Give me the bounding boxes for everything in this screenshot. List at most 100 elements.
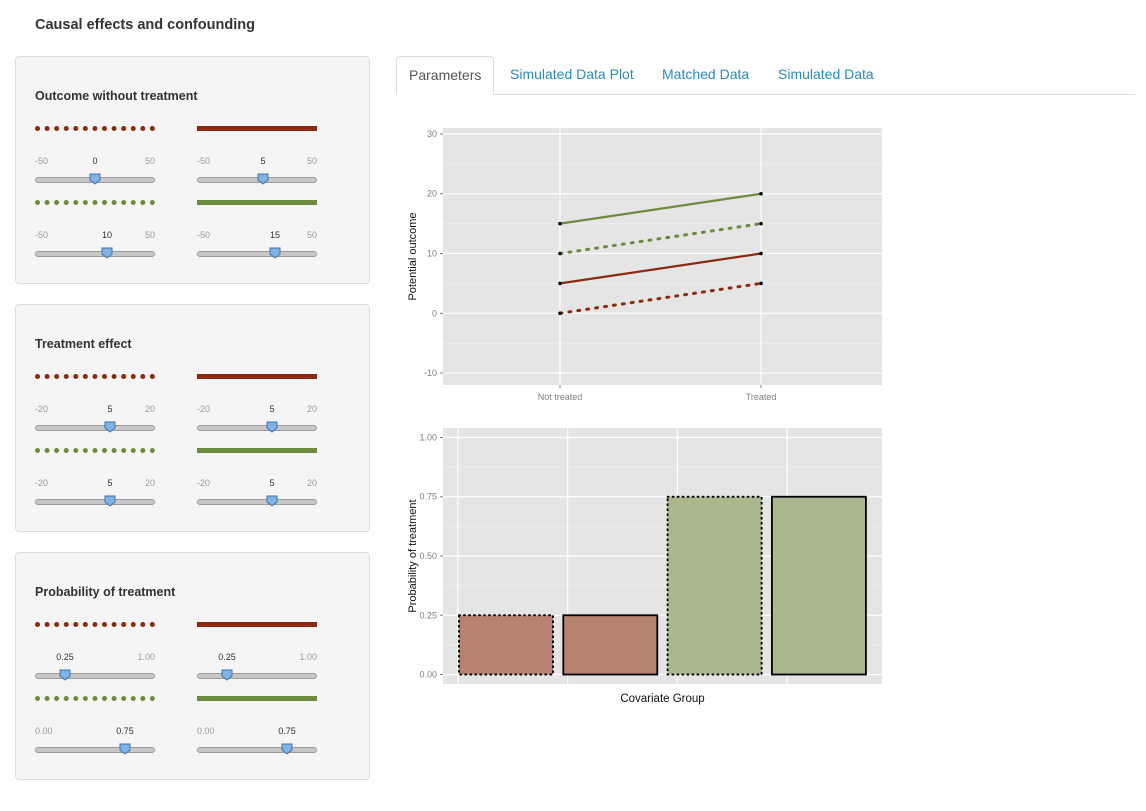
slider-handle-icon[interactable] (104, 494, 116, 507)
slider-handle-icon[interactable] (266, 420, 278, 433)
panel-outcome-without-treatment: Outcome without treatment -50 50 0 -50 5… (15, 56, 370, 284)
slider-value-label: 5 (269, 404, 275, 414)
slider-value-label: 5 (260, 156, 266, 166)
slider-handle-icon[interactable] (101, 246, 113, 259)
legend-green-solid (197, 200, 317, 205)
slider-min-label: -50 (197, 156, 211, 166)
slider-value-label: 0.75 (278, 726, 296, 736)
plot-background (443, 128, 882, 385)
slider-handle-icon[interactable] (221, 668, 233, 681)
data-point (558, 251, 562, 256)
slider-track[interactable] (35, 425, 155, 431)
slider-prob-red-dotted[interactable]: 1.00 0.25 (35, 652, 155, 682)
slider-track[interactable] (197, 177, 317, 183)
slider-max-label: 20 (306, 404, 317, 414)
y-axis-label: Probability of treatment (407, 499, 419, 612)
slider-max-label: 20 (144, 404, 155, 414)
slider-handle-icon[interactable] (59, 668, 71, 681)
slider-value-label: 5 (107, 404, 113, 414)
y-tick-label: 1.00 (419, 432, 437, 442)
slider-outcome-green-dotted[interactable]: -50 50 10 (35, 230, 155, 260)
bar-2 (666, 495, 763, 676)
panel-title: Outcome without treatment (35, 89, 198, 103)
y-tick-label: 30 (427, 129, 437, 139)
legend-green-dotted (35, 200, 155, 205)
slider-outcome-green-solid[interactable]: -50 50 15 (197, 230, 317, 260)
slider-effect-green-dotted[interactable]: -20 20 5 (35, 478, 155, 508)
slider-handle-icon[interactable] (104, 420, 116, 433)
tab-bar: Parameters Simulated Data Plot Matched D… (396, 56, 1135, 95)
slider-value-label: 0.25 (218, 652, 236, 662)
slider-value-label: 5 (107, 478, 113, 488)
slider-value-label: 0.25 (56, 652, 74, 662)
panel-title: Probability of treatment (35, 585, 176, 599)
slider-max-label: 1.00 (137, 652, 155, 662)
slider-handle-icon[interactable] (269, 246, 281, 259)
slider-value-label: 15 (269, 230, 281, 240)
legend-red-dotted (35, 126, 155, 131)
slider-min-label: -20 (197, 404, 211, 414)
slider-value-label: 5 (269, 478, 275, 488)
slider-track[interactable] (197, 499, 317, 505)
x-tick-label: Treated (746, 392, 777, 402)
tab-matched-data[interactable]: Matched Data (662, 66, 750, 82)
data-point (558, 221, 562, 226)
series-line-1 (558, 222, 763, 256)
slider-handle-icon[interactable] (266, 494, 278, 507)
slider-track[interactable] (197, 425, 317, 431)
legend-red-solid (197, 126, 317, 131)
slider-track[interactable] (197, 251, 317, 257)
data-point (759, 191, 763, 196)
slider-max-label: 20 (306, 478, 317, 488)
x-axis-label: Covariate Group (620, 693, 704, 705)
y-tick-label: 0 (432, 308, 437, 318)
slider-max-label: 50 (144, 230, 155, 240)
slider-track[interactable] (35, 499, 155, 505)
series-line-0 (559, 192, 762, 225)
y-tick-label: 0.25 (419, 610, 437, 620)
legend-green-solid (197, 696, 317, 701)
slider-track[interactable] (35, 673, 155, 679)
slider-min-label: -50 (35, 230, 49, 240)
slider-handle-icon[interactable] (119, 742, 131, 755)
slider-prob-green-solid[interactable]: 0.00 0.75 (197, 726, 317, 756)
tab-parameters[interactable]: Parameters (396, 56, 495, 95)
legend-green-dotted (35, 448, 155, 453)
legend-green-dotted (35, 696, 155, 701)
slider-outcome-red-solid[interactable]: -50 50 5 (197, 156, 317, 186)
slider-max-label: 50 (306, 230, 317, 240)
data-point (759, 221, 763, 226)
tab-simulated-data[interactable]: Simulated Data (778, 66, 874, 82)
legend-red-solid (197, 622, 317, 627)
slider-effect-green-solid[interactable]: -20 20 5 (197, 478, 317, 508)
slider-min-label: 0.00 (35, 726, 53, 736)
slider-outcome-red-dotted[interactable]: -50 50 0 (35, 156, 155, 186)
slider-min-label: -20 (197, 478, 211, 488)
slider-effect-red-dotted[interactable]: -20 20 5 (35, 404, 155, 434)
slider-handle-icon[interactable] (281, 742, 293, 755)
data-point (558, 281, 562, 286)
tab-simulated-data-plot[interactable]: Simulated Data Plot (510, 66, 634, 82)
slider-handle-icon[interactable] (89, 172, 101, 185)
x-tick-label: Not treated (538, 392, 583, 402)
legend-green-solid (197, 448, 317, 453)
slider-track[interactable] (35, 747, 155, 753)
data-point (759, 251, 763, 256)
slider-track[interactable] (35, 251, 155, 257)
slider-min-label: -50 (197, 230, 211, 240)
legend-red-dotted (35, 622, 155, 627)
y-tick-label: 10 (427, 249, 437, 259)
slider-handle-icon[interactable] (257, 172, 269, 185)
y-tick-label: -10 (424, 368, 437, 378)
slider-value-label: 0 (92, 156, 98, 166)
slider-effect-red-solid[interactable]: -20 20 5 (197, 404, 317, 434)
bar-0 (458, 614, 554, 676)
slider-prob-red-solid[interactable]: 1.00 0.25 (197, 652, 317, 682)
slider-track[interactable] (197, 747, 317, 753)
slider-prob-green-dotted[interactable]: 0.00 0.75 (35, 726, 155, 756)
slider-min-label: -50 (35, 156, 49, 166)
series-line-3 (558, 281, 763, 315)
bar-1 (562, 614, 659, 676)
slider-track[interactable] (197, 673, 317, 679)
data-point (558, 311, 562, 316)
